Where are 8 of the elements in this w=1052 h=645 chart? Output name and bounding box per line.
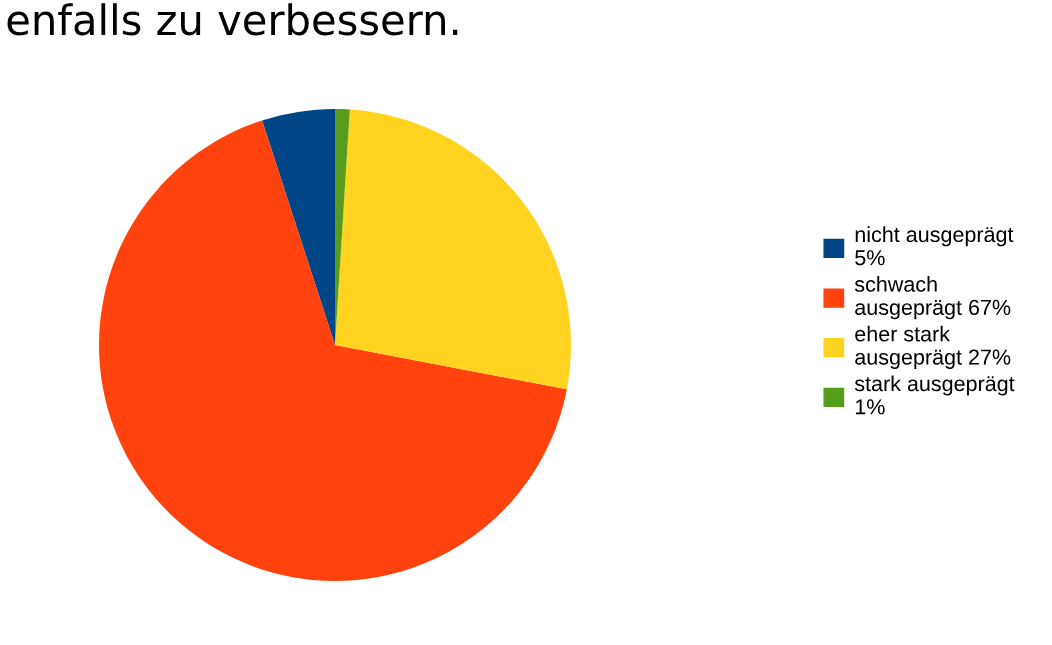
legend-label: stark ausgeprägt — [854, 375, 1015, 396]
pie-slice — [262, 109, 335, 345]
data-label: 1% — [855, 399, 885, 415]
pie-slice — [99, 120, 567, 581]
pie-slice — [335, 109, 571, 390]
chart-title: enfalls zu verbessern. — [7, 3, 458, 36]
data-label: 5% — [855, 250, 885, 266]
legend-label: nicht ausgeprägt — [855, 226, 1014, 247]
